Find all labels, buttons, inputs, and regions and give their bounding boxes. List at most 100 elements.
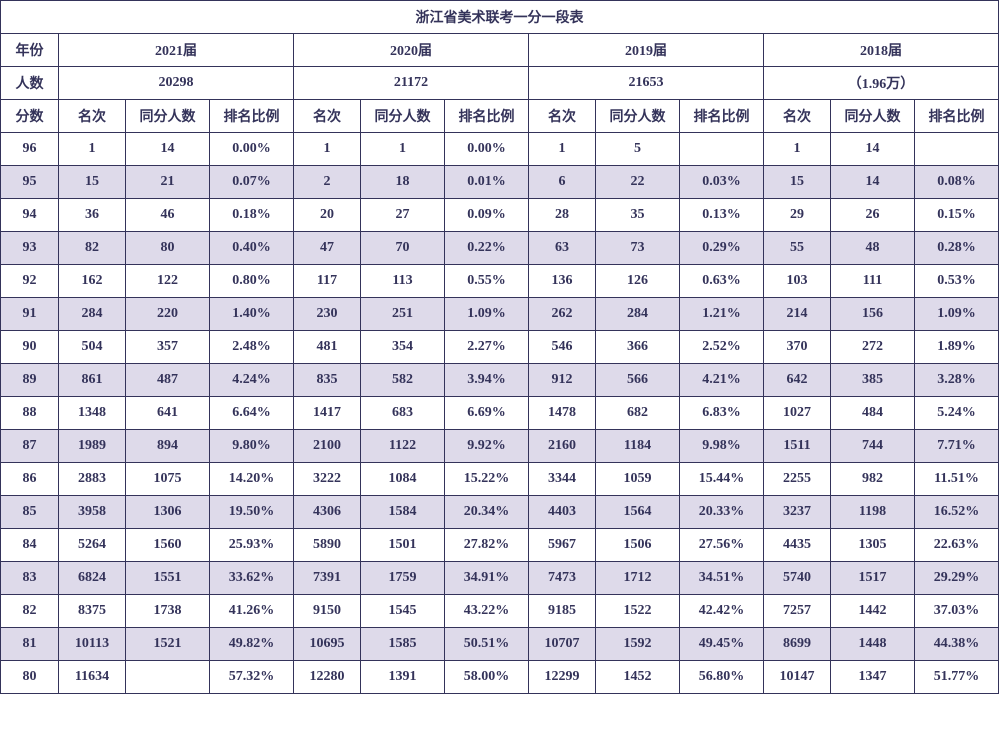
same-count-cell: 18: [361, 166, 445, 199]
pct-header: 排名比例: [445, 100, 529, 133]
score-header: 分数: [1, 100, 59, 133]
score-cell: 85: [1, 496, 59, 529]
rank-cell: 47: [294, 232, 361, 265]
percentage-cell: 51.77%: [915, 661, 999, 694]
same-count-cell: 1759: [361, 562, 445, 595]
rank-cell: 1989: [59, 430, 126, 463]
percentage-cell: 49.45%: [680, 628, 764, 661]
score-cell: 95: [1, 166, 59, 199]
percentage-cell: 20.33%: [680, 496, 764, 529]
score-distribution-table: 浙江省美术联考一分一段表 年份 2021届 2020届 2019届 2018届 …: [0, 0, 999, 694]
percentage-cell: 4.24%: [210, 364, 294, 397]
rank-cell: 3344: [529, 463, 596, 496]
table-row: 836824155133.62%7391175934.91%7473171234…: [1, 562, 999, 595]
percentage-cell: 0.29%: [680, 232, 764, 265]
rank-cell: 15: [764, 166, 831, 199]
percentage-cell: 0.22%: [445, 232, 529, 265]
percentage-cell: 1.09%: [915, 298, 999, 331]
rank-cell: 136: [529, 265, 596, 298]
rank-cell: 12280: [294, 661, 361, 694]
same-count-cell: 113: [361, 265, 445, 298]
percentage-cell: 9.92%: [445, 430, 529, 463]
same-count-cell: 385: [831, 364, 915, 397]
rank-cell: 1511: [764, 430, 831, 463]
rank-cell: 2: [294, 166, 361, 199]
rank-cell: 1: [294, 133, 361, 166]
percentage-cell: 0.55%: [445, 265, 529, 298]
pct-header: 排名比例: [915, 100, 999, 133]
same-count-cell: 1084: [361, 463, 445, 496]
rank-cell: 5967: [529, 529, 596, 562]
same-count-cell: 982: [831, 463, 915, 496]
percentage-cell: 56.80%: [680, 661, 764, 694]
same-count-cell: 126: [596, 265, 680, 298]
rank-cell: 7391: [294, 562, 361, 595]
same-count-cell: 682: [596, 397, 680, 430]
percentage-cell: 15.22%: [445, 463, 529, 496]
rank-cell: 6824: [59, 562, 126, 595]
score-cell: 87: [1, 430, 59, 463]
rank-cell: 8375: [59, 595, 126, 628]
rank-cell: 3237: [764, 496, 831, 529]
rank-cell: 82: [59, 232, 126, 265]
same-count-cell: 26: [831, 199, 915, 232]
percentage-cell: 1.89%: [915, 331, 999, 364]
same-count-cell: 366: [596, 331, 680, 364]
same-count-cell: 1551: [126, 562, 210, 595]
rank-cell: 12299: [529, 661, 596, 694]
percentage-cell: 0.03%: [680, 166, 764, 199]
percentage-cell: 0.15%: [915, 199, 999, 232]
score-cell: 82: [1, 595, 59, 628]
percentage-cell: 19.50%: [210, 496, 294, 529]
percentage-cell: 0.13%: [680, 199, 764, 232]
table-title: 浙江省美术联考一分一段表: [1, 1, 999, 34]
same-count-cell: 251: [361, 298, 445, 331]
table-row: 8110113152149.82%10695158550.51%10707159…: [1, 628, 999, 661]
table-row: 828375173841.26%9150154543.22%9185152242…: [1, 595, 999, 628]
year-header-label: 年份: [1, 34, 59, 67]
rank-cell: 5264: [59, 529, 126, 562]
rank-cell: 861: [59, 364, 126, 397]
year-2019: 2019届: [529, 34, 764, 67]
same-count-cell: 284: [596, 298, 680, 331]
percentage-cell: 7.71%: [915, 430, 999, 463]
same-count-cell: 14: [831, 166, 915, 199]
percentage-cell: 44.38%: [915, 628, 999, 661]
same-count-cell: 70: [361, 232, 445, 265]
percentage-cell: 22.63%: [915, 529, 999, 562]
rank-cell: 10147: [764, 661, 831, 694]
percentage-cell: 4.21%: [680, 364, 764, 397]
same-count-cell: 111: [831, 265, 915, 298]
rank-cell: 4306: [294, 496, 361, 529]
rank-header: 名次: [294, 100, 361, 133]
score-cell: 94: [1, 199, 59, 232]
same-count-cell: 48: [831, 232, 915, 265]
rank-cell: 29: [764, 199, 831, 232]
percentage-cell: [680, 133, 764, 166]
same-count-cell: 27: [361, 199, 445, 232]
rank-cell: 504: [59, 331, 126, 364]
percentage-cell: 0.00%: [210, 133, 294, 166]
percentage-cell: 0.18%: [210, 199, 294, 232]
percentage-cell: 0.80%: [210, 265, 294, 298]
percentage-cell: 6.69%: [445, 397, 529, 430]
score-cell: 90: [1, 331, 59, 364]
table-row: 9515210.07%2180.01%6220.03%15140.08%: [1, 166, 999, 199]
same-count-cell: 1075: [126, 463, 210, 496]
pct-header: 排名比例: [680, 100, 764, 133]
same-count-cell: 487: [126, 364, 210, 397]
rank-cell: 6: [529, 166, 596, 199]
rank-header: 名次: [529, 100, 596, 133]
percentage-cell: 2.27%: [445, 331, 529, 364]
year-2021: 2021届: [59, 34, 294, 67]
same-count-cell: 1584: [361, 496, 445, 529]
year-2020: 2020届: [294, 34, 529, 67]
percentage-cell: 25.93%: [210, 529, 294, 562]
same-count-cell: 122: [126, 265, 210, 298]
pct-header: 排名比例: [210, 100, 294, 133]
table-row: 862883107514.20%3222108415.22%3344105915…: [1, 463, 999, 496]
rank-cell: 55: [764, 232, 831, 265]
percentage-cell: 11.51%: [915, 463, 999, 496]
percentage-cell: 58.00%: [445, 661, 529, 694]
rank-cell: 9185: [529, 595, 596, 628]
